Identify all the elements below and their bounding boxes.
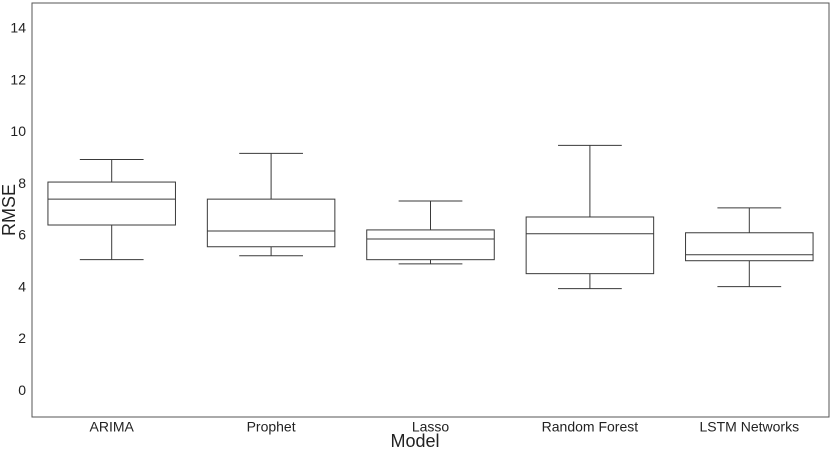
box (366, 229, 495, 261)
y-tick-label: 4 (18, 278, 26, 294)
y-tick-label: 6 (18, 227, 26, 243)
x-tick-label: Random Forest (542, 419, 639, 435)
y-tick-label: 10 (10, 123, 26, 139)
y-axis-label: RMSE (0, 184, 19, 236)
y-tick-label: 0 (18, 382, 26, 398)
box (525, 216, 655, 275)
x-axis-label: Model (390, 431, 439, 451)
plot-frame (31, 2, 830, 418)
x-tick-label: ARIMA (90, 419, 135, 435)
y-tick-label: 12 (10, 71, 26, 87)
box (685, 232, 814, 262)
x-tick-label: LSTM Networks (700, 419, 800, 435)
x-tick-label: Prophet (247, 419, 296, 435)
y-tick-label: 8 (18, 175, 26, 191)
box (47, 181, 176, 226)
y-tick-label: 2 (18, 330, 26, 346)
x-tick-label: Lasso (412, 419, 450, 435)
box (206, 198, 336, 248)
y-tick-label: 14 (10, 20, 26, 36)
